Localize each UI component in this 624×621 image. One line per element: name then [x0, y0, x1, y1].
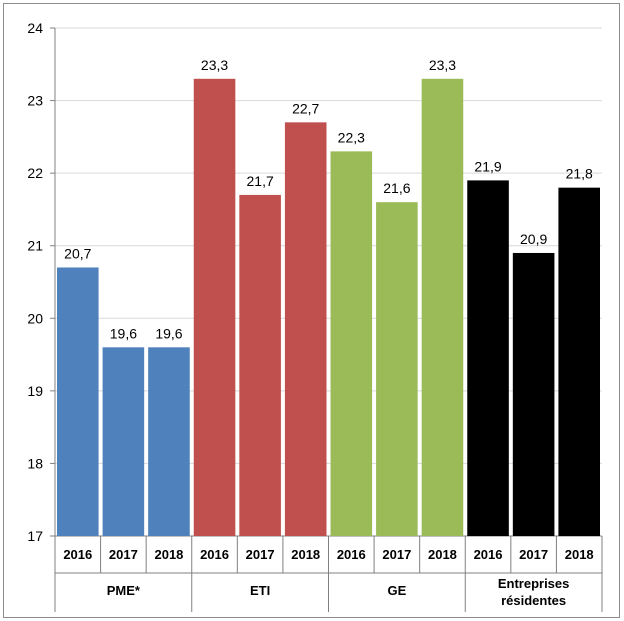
year-label: 2017 — [246, 547, 275, 562]
bar — [330, 151, 373, 536]
group-label: PME* — [107, 583, 141, 598]
bar — [193, 78, 236, 537]
year-label: 2018 — [291, 547, 320, 562]
year-label: 2017 — [382, 547, 411, 562]
bar — [102, 347, 145, 536]
bar — [467, 180, 509, 536]
group-label: résidentes — [501, 593, 566, 608]
year-label: 2016 — [200, 547, 229, 562]
data-label: 20,7 — [64, 245, 91, 261]
data-label: 21,8 — [566, 166, 593, 182]
year-label: 2016 — [474, 547, 503, 562]
y-tick-label: 22 — [27, 165, 43, 181]
y-tick-label: 19 — [27, 383, 43, 399]
year-label: 2017 — [109, 547, 138, 562]
year-label: 2016 — [63, 547, 92, 562]
bar — [148, 347, 190, 536]
bar — [57, 267, 99, 536]
bar — [239, 194, 281, 536]
bar — [421, 78, 464, 537]
y-tick-label: 20 — [27, 310, 43, 326]
bar — [558, 187, 600, 536]
year-label: 2018 — [565, 547, 594, 562]
y-tick-label: 18 — [27, 455, 43, 471]
group-label: GE — [387, 583, 406, 598]
y-tick-label: 24 — [27, 20, 43, 36]
data-label: 23,3 — [201, 57, 228, 73]
year-label: 2018 — [428, 547, 457, 562]
group-label: ETI — [250, 583, 270, 598]
data-label: 19,6 — [110, 325, 137, 341]
y-tick-label: 17 — [27, 528, 43, 544]
data-label: 21,7 — [247, 173, 274, 189]
bar — [284, 122, 327, 536]
data-label: 22,7 — [292, 100, 319, 116]
year-label: 2018 — [154, 547, 183, 562]
data-label: 23,3 — [429, 57, 456, 73]
y-tick-label: 23 — [27, 93, 43, 109]
data-label: 21,9 — [474, 158, 501, 174]
bar — [376, 202, 418, 536]
data-label: 19,6 — [155, 325, 182, 341]
y-tick-label: 21 — [27, 238, 43, 254]
year-label: 2017 — [519, 547, 548, 562]
group-label: Entreprises — [498, 576, 570, 591]
bar — [512, 252, 555, 536]
year-label: 2016 — [337, 547, 366, 562]
data-label: 21,6 — [383, 180, 410, 196]
data-label: 22,3 — [338, 129, 365, 145]
data-label: 20,9 — [520, 231, 547, 247]
